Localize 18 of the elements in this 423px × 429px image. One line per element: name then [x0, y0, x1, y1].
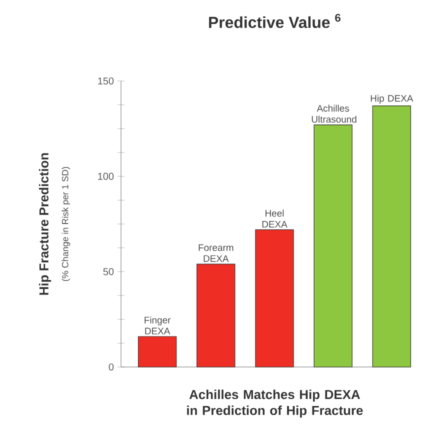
bar [314, 124, 352, 368]
x-tick-label: Forearm DEXA [198, 244, 234, 262]
chart-title: Predictive Value $^{6}$ [209, 14, 340, 28]
x-tick-label: Heel DEXA [262, 210, 288, 228]
y-tick-label: 0 [108, 363, 114, 371]
y-tick-label: 150 [98, 77, 114, 85]
y-tick-label: 50 [103, 268, 114, 276]
x-tick-label: Achilles Ultrasound [312, 104, 356, 123]
bar [138, 336, 177, 368]
x-axis-title: Achilles Matches Hip DEXA in Prediction of Hip Fracture [187, 390, 363, 418]
bar [196, 264, 236, 368]
y-axis-title: Hip Fracture Prediction [38, 153, 52, 295]
text: (% Change in Risk per 1 SD) [62, 167, 70, 281]
x-tick-label: Hip DEXA [370, 94, 414, 104]
x-tick-label: Finger DEXA [144, 316, 171, 334]
y-tick-label: 100 [98, 172, 114, 180]
bar [255, 229, 294, 368]
bar [372, 105, 412, 368]
